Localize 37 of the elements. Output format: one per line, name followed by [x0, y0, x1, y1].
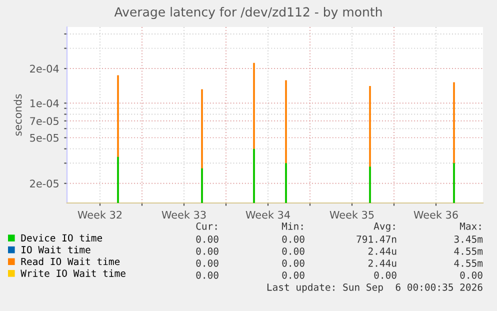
text: 0.00 [374, 271, 396, 279]
y-tick-label: 1e-04 [30, 99, 59, 108]
text: Cur: [196, 222, 217, 230]
text: 0.00 [282, 235, 304, 243]
legend-label: Read IO Wait time [21, 258, 120, 266]
text: 0.00 [196, 235, 218, 243]
chart-title: Average latency for /dev/zd112 - by month [114, 6, 382, 20]
x-tick-label: Week 35 [330, 210, 374, 219]
text: 0.00 [282, 259, 304, 267]
text: Max: [460, 222, 481, 230]
x-tick-label: Week 33 [162, 210, 206, 219]
text: 0.00 [196, 247, 218, 255]
y-tick-label: 2e-05 [30, 180, 58, 188]
text: 3.45m [454, 235, 483, 243]
text: 0.00 [282, 247, 304, 255]
text: 0.00 [196, 259, 218, 267]
text: 0.00 [460, 271, 482, 279]
y-tick-label: 7e-05 [30, 117, 58, 126]
x-tick-label: Week 32 [78, 210, 122, 219]
text: 0.00 [196, 271, 218, 279]
text: Last update: Sun Sep 6 00:00:35 2026 [267, 283, 482, 293]
text: 791.47n [356, 235, 396, 243]
text: 4.55m [454, 260, 483, 267]
y-tick-label: 2e-04 [30, 64, 59, 73]
text: Min: [282, 222, 303, 230]
y-axis-title: seconds [14, 94, 22, 136]
text: 2.44u [368, 259, 396, 267]
legend-label: Device IO time [21, 234, 102, 242]
x-tick-label: Week 36 [414, 210, 458, 219]
legend-label: IO Wait time [22, 246, 90, 254]
text: 0.00 [282, 271, 304, 279]
text: Avg: [374, 222, 395, 232]
text: 2.44u [368, 247, 396, 255]
text: 4.55m [454, 248, 483, 255]
y-tick-label: 5e-05 [30, 134, 58, 142]
x-tick-label: Week 34 [246, 210, 290, 219]
legend-label: Write IO Wait time [20, 269, 126, 277]
